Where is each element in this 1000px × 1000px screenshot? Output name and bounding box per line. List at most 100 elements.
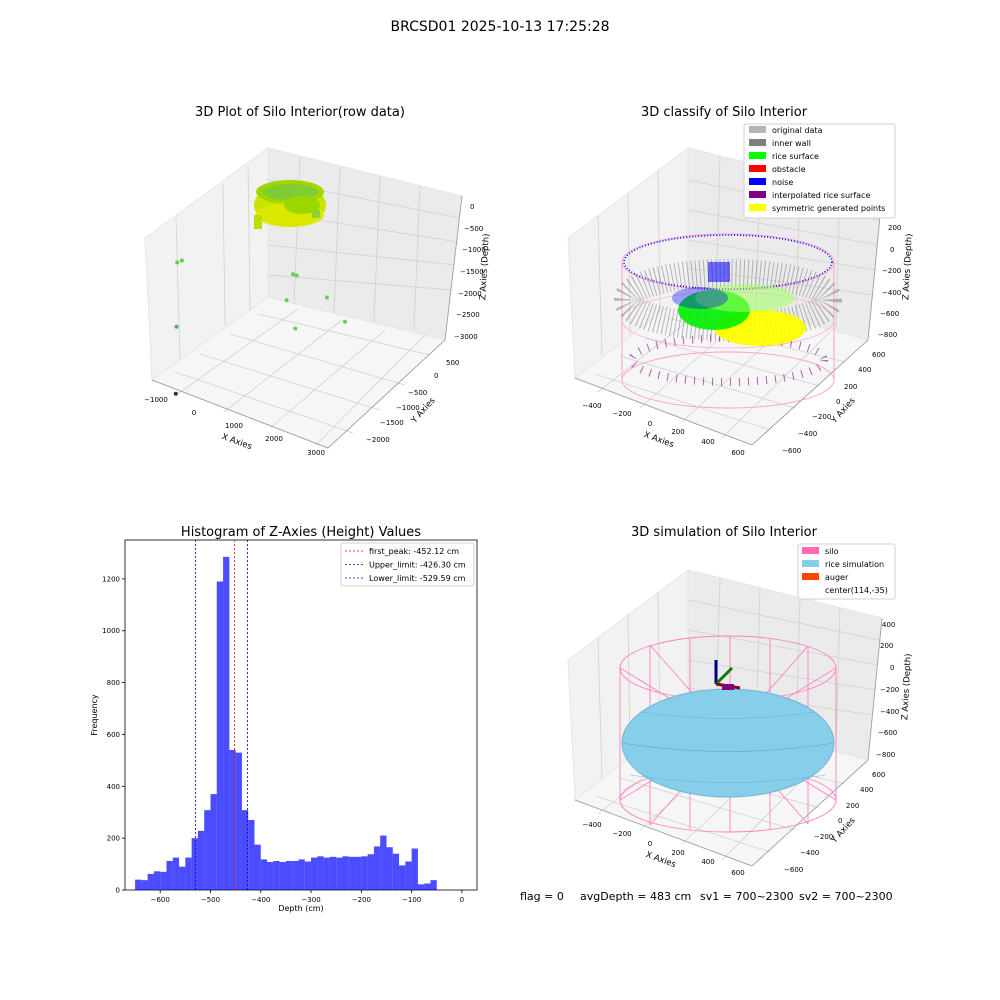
legend-swatch (749, 152, 766, 159)
raw-3d-axis-edges (151, 195, 463, 449)
raw-z-label: Z Axies (Depth) (478, 233, 491, 300)
raw-z-tick: 0 (470, 203, 474, 211)
legend-swatch (749, 178, 766, 185)
classify-y-tick: 400 (858, 366, 871, 374)
legend-label: auger (825, 573, 849, 582)
histogram-bar (367, 854, 374, 890)
legend-label: Lower_limit: -529.59 cm (369, 574, 466, 583)
legend-swatch (749, 165, 766, 172)
simulation-y-tick: −600 (784, 866, 803, 874)
raw-z-tick: −1500 (460, 268, 484, 276)
classify-x-ticks: −400 −200 0 200 400 600 (582, 402, 744, 457)
simulation-z-tick: −200 (880, 686, 899, 694)
simulation-y-label: Y Axies (829, 815, 858, 846)
histogram-bar (323, 857, 330, 890)
histogram-bar (304, 861, 312, 890)
raw-y-tick: −2000 (366, 436, 390, 444)
simulation-z-tick: −800 (876, 751, 895, 759)
raw-outlier-point (294, 273, 299, 278)
raw-outlier-point (173, 391, 178, 396)
classify-x-tick: −200 (612, 410, 631, 418)
histogram-bar (204, 810, 211, 890)
histogram-bar (241, 810, 249, 890)
raw-x-label: X Axies (220, 432, 253, 452)
histogram-bar (285, 860, 293, 890)
histogram-bar (311, 857, 318, 890)
legend-label: rice simulation (825, 560, 884, 569)
raw-z-ticks: 0 −500 −1000 −1500 −2000 −2500 −3000 (454, 203, 486, 341)
legend-swatch (802, 547, 819, 554)
classify-y-tick: −200 (812, 413, 831, 421)
simulation-x-tick: 600 (731, 869, 744, 877)
histogram-bar (185, 857, 192, 890)
raw-z-tick: −2000 (458, 290, 482, 298)
histogram-bar (292, 860, 299, 890)
simulation-legend: silo rice simulation auger center(114,-35) (797, 543, 896, 600)
avg-depth-value: avgDepth = 483 cm (580, 890, 691, 903)
histogram-bars (135, 556, 437, 890)
x-tick-label: −300 (301, 896, 320, 904)
classify-y-tick: −400 (798, 430, 817, 438)
histogram-bar (191, 838, 198, 890)
classify-3d-axis-edges (574, 195, 883, 446)
histogram-bar (172, 857, 180, 890)
histogram-bar (166, 860, 173, 890)
raw-x-tick: 2000 (265, 435, 283, 443)
panel-classify-title: 3D classify of Silo Interior (641, 105, 808, 120)
simulation-y-tick: −200 (814, 833, 833, 841)
simulation-y-tick: 0 (838, 817, 842, 825)
classify-x-tick: 400 (701, 438, 714, 446)
raw-outlier-point (284, 298, 289, 303)
raw-outlier-points (173, 258, 347, 396)
classify-z-ticks: 200 0 −200 −400 −600 −800 (878, 224, 901, 339)
raw-outlier-point (291, 272, 295, 277)
histogram-legend: first_peak: -452.12 cm Upper_limit: -426.… (340, 542, 475, 587)
classify-y-label: Y Axies (829, 395, 858, 426)
classify-x-tick: −400 (582, 402, 601, 410)
histogram-bar (424, 883, 431, 890)
raw-outlier-point (179, 258, 184, 263)
simulation-y-tick: 400 (860, 786, 873, 794)
raw-y-tick: 500 (446, 359, 459, 367)
raw-z-tick: −2500 (456, 311, 480, 319)
legend-label: original data (772, 126, 823, 135)
classify-x-tick: 0 (648, 420, 652, 428)
classify-z-tick: −600 (880, 310, 899, 318)
simulation-z-tick: −400 (880, 708, 899, 716)
legend-label: interpolated rice surface (772, 191, 870, 200)
panel-classify-3d: 3D classify of Silo Interior (567, 105, 915, 457)
histogram-bar (248, 820, 255, 890)
y-tick-label: 1200 (102, 575, 120, 583)
legend-frame (340, 542, 475, 587)
histogram-title: Histogram of Z-Axies (Height) Values (181, 525, 421, 540)
x-tick-label: −500 (201, 896, 220, 904)
y-tick-label: 0 (116, 887, 120, 895)
histogram-bar (336, 857, 343, 890)
simulation-z-tick: 0 (890, 664, 894, 672)
histogram-bar (279, 862, 286, 890)
legend-swatch (802, 573, 819, 580)
legend-swatch (749, 204, 766, 211)
sv2-value: sv2 = 700~2300 (799, 890, 893, 903)
classify-y-tick: −600 (782, 447, 801, 455)
legend-frame (743, 123, 896, 219)
legend-label: center(114,-35) (825, 586, 888, 595)
legend-label: first_peak: -452.12 cm (369, 547, 459, 556)
x-tick-label: −100 (402, 896, 421, 904)
histogram-bar (373, 846, 381, 890)
y-tick-label: 600 (107, 731, 120, 739)
histogram-plot-area (124, 539, 478, 891)
simulation-z-tick: 200 (880, 642, 893, 650)
y-tick-label: 1000 (102, 627, 120, 635)
histogram-bar (223, 556, 230, 890)
histogram-bar (254, 844, 261, 890)
histogram-bar (348, 856, 356, 890)
histogram-bar (160, 871, 167, 890)
raw-z-tick: −3000 (454, 333, 478, 341)
raw-y-tick: −500 (408, 389, 427, 397)
histogram-bar (141, 880, 148, 890)
classify-z-tick: 0 (890, 246, 894, 254)
legend-label: symmetric generated points (772, 204, 885, 213)
simulation-z-label: Z Axies (Depth) (900, 653, 913, 720)
legend-frame (797, 543, 896, 600)
